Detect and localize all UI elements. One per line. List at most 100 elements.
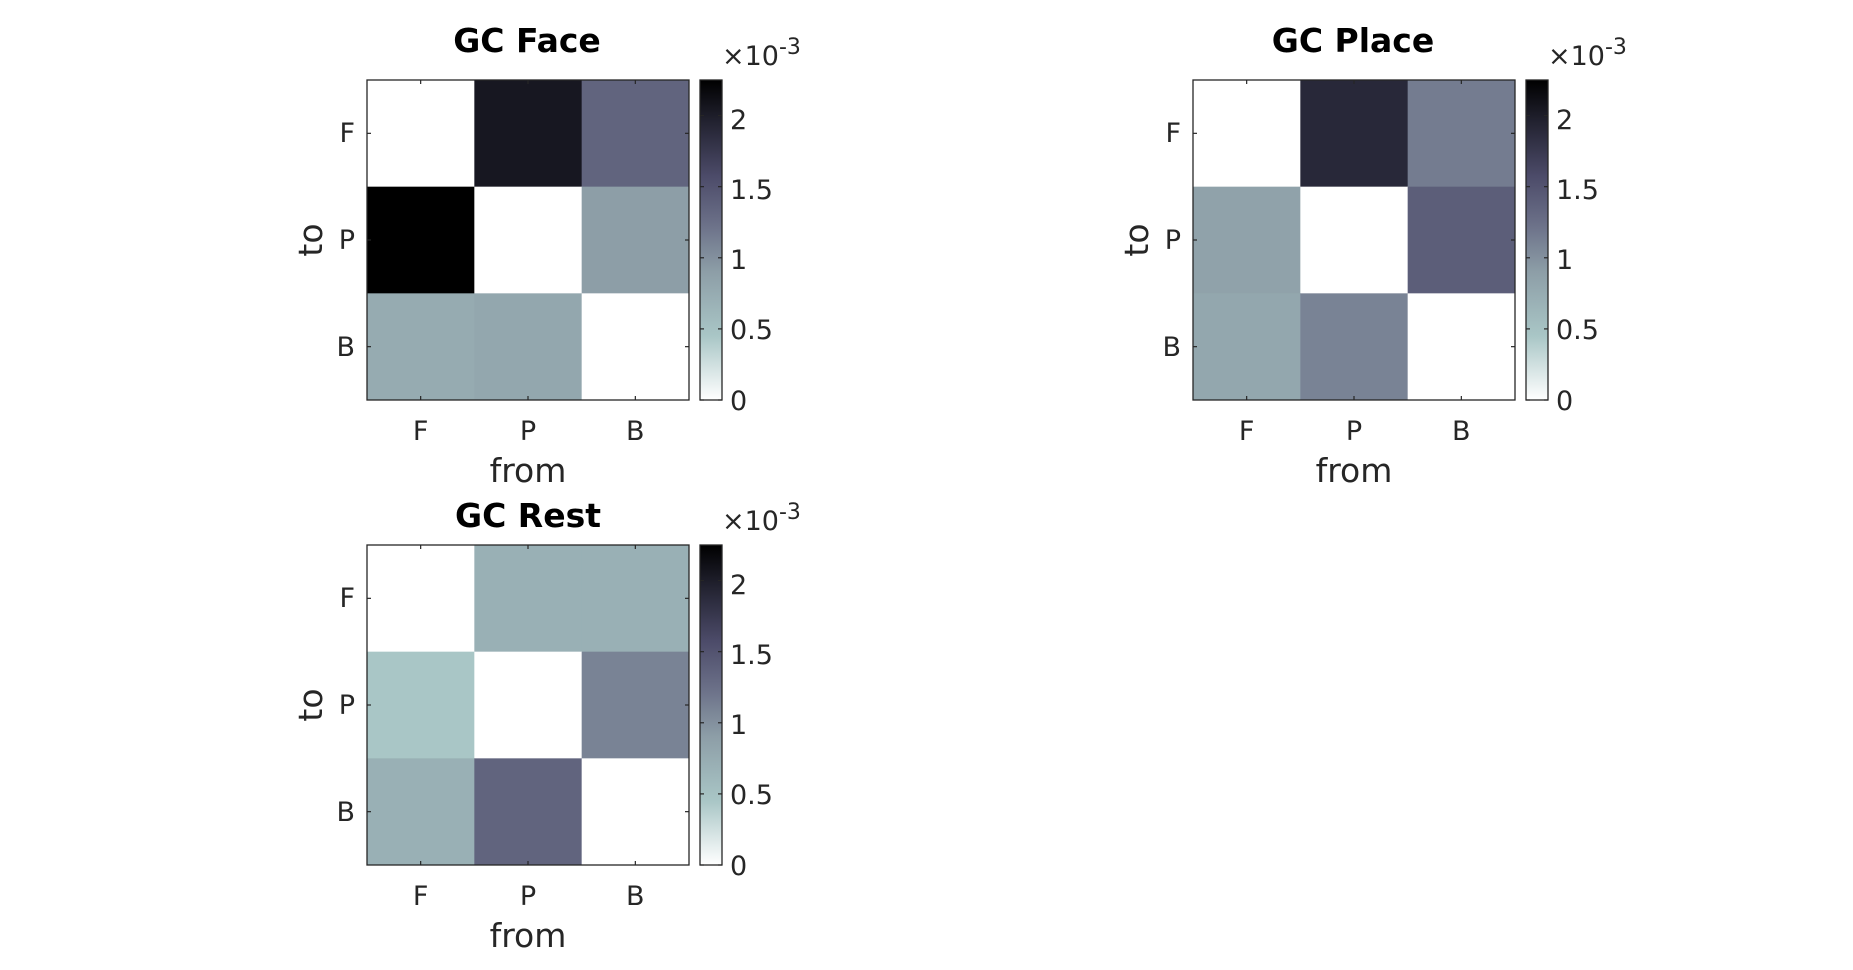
chart-title: GC Rest — [455, 496, 601, 535]
colorbar — [699, 544, 723, 866]
colorbar-multiplier-base: ×10 — [722, 506, 779, 537]
y-tick-label: F — [339, 118, 355, 149]
y-tick-label: F — [1165, 118, 1181, 149]
heatmap-cells — [1193, 80, 1516, 401]
colorbar-multiplier-exponent: -3 — [1605, 35, 1627, 60]
x-tick-label: B — [626, 416, 645, 447]
colorbar-tick-label: 0 — [1556, 386, 1573, 417]
y-tick-label: P — [339, 225, 355, 256]
y-tick-label: B — [336, 797, 355, 828]
heatmap-cell — [1193, 293, 1301, 401]
axis-ticks — [367, 80, 689, 400]
axis-ticks — [367, 545, 689, 865]
heatmap-cells — [367, 80, 690, 401]
colorbar-tick-label: 0 — [730, 851, 747, 882]
x-axis-label: from — [490, 916, 567, 955]
heatmap-cell — [367, 651, 475, 759]
colorbar-multiplier-base: ×10 — [722, 41, 779, 72]
heatmap-cell — [474, 80, 583, 188]
colorbar-multiplier: ×10-3 — [722, 500, 801, 537]
chart-title: GC Face — [453, 21, 601, 60]
x-tick-label: B — [1452, 416, 1471, 447]
chart-title: GC Place — [1272, 21, 1435, 60]
x-tick-label: B — [626, 881, 645, 912]
colorbar-tick-label: 0.5 — [730, 780, 773, 811]
heatmap-cell — [581, 651, 690, 759]
colorbar-tick-label: 1.5 — [1556, 175, 1599, 206]
heatmap-cell — [1407, 80, 1516, 188]
colorbar-multiplier-exponent: -3 — [779, 35, 801, 60]
colorbar-tick-label: 0 — [730, 386, 747, 417]
colorbar-multiplier-base: ×10 — [1548, 41, 1605, 72]
y-tick-label: P — [1165, 225, 1181, 256]
colorbar-ticks — [700, 114, 722, 401]
x-tick-labels: F P B — [1239, 416, 1471, 447]
heatmap-cell — [1300, 80, 1409, 188]
x-tick-labels: F P B — [413, 416, 645, 447]
x-tick-label: P — [520, 881, 536, 912]
heatmap-cell — [1193, 80, 1301, 188]
heatmap-cell — [581, 758, 690, 866]
heatmap-cell — [581, 293, 690, 401]
colorbar-tick-label: 1.5 — [730, 175, 773, 206]
colorbar — [1525, 79, 1549, 401]
colorbar — [699, 79, 723, 401]
heatmap-cell — [367, 293, 475, 401]
colorbar-tick-label: 1 — [730, 245, 747, 276]
colorbar-tick-label: 0.5 — [1556, 315, 1599, 346]
y-axis-label: to — [291, 223, 330, 256]
y-axis-label: to — [1117, 223, 1156, 256]
heatmap-cell — [367, 80, 475, 188]
x-tick-labels: F P B — [413, 881, 645, 912]
x-tick-label: P — [1346, 416, 1362, 447]
colorbar-tick-label: 1 — [730, 710, 747, 741]
colorbar-multiplier-exponent: -3 — [779, 500, 801, 525]
y-tick-labels: F P B — [336, 583, 355, 828]
colorbar-tick-labels: 0 0.5 1 1.5 2 — [730, 570, 773, 882]
colorbar-tick-label: 2 — [730, 105, 747, 136]
colorbar-tick-label: 1 — [1556, 245, 1573, 276]
heatmap-cells — [367, 545, 690, 866]
y-tick-label: P — [339, 690, 355, 721]
heatmap-cell — [1407, 293, 1516, 401]
x-tick-label: F — [413, 881, 429, 912]
y-tick-label: B — [336, 332, 355, 363]
colorbar-ticks — [1526, 114, 1548, 401]
y-tick-labels: F P B — [1162, 118, 1181, 363]
heatmap-cell — [1193, 186, 1301, 294]
heatmap-cell — [367, 758, 475, 866]
axis-ticks — [1193, 80, 1515, 400]
heatmap-cell — [581, 186, 690, 294]
colorbar-multiplier: ×10-3 — [1548, 35, 1627, 72]
heatmap-cell — [474, 651, 583, 759]
heatmap-cell — [474, 758, 583, 866]
x-axis-label: from — [490, 451, 567, 490]
colorbar-ticks — [700, 579, 722, 866]
heatmap-cell — [1300, 186, 1409, 294]
colorbar-tick-label: 2 — [730, 570, 747, 601]
colorbar-tick-labels: 0 0.5 1 1.5 2 — [730, 105, 773, 417]
heatmap-cell — [581, 80, 690, 188]
y-tick-labels: F P B — [336, 118, 355, 363]
colorbar-tick-label: 0.5 — [730, 315, 773, 346]
heatmap-cell — [474, 186, 583, 294]
colorbar-tick-label: 2 — [1556, 105, 1573, 136]
heatmap-cell — [367, 186, 475, 294]
heatmap-cell — [474, 293, 583, 401]
heatmap-cell — [581, 545, 690, 653]
heatmap-cell — [367, 545, 475, 653]
y-tick-label: F — [339, 583, 355, 614]
heatmap-panel-place: GC Place F P B F P B from to 0 0.5 1 1.5… — [1117, 21, 1627, 490]
y-axis-label: to — [291, 688, 330, 721]
x-axis-label: from — [1316, 451, 1393, 490]
colorbar-multiplier: ×10-3 — [722, 35, 801, 72]
x-tick-label: F — [1239, 416, 1255, 447]
colorbar-tick-labels: 0 0.5 1 1.5 2 — [1556, 105, 1599, 417]
heatmap-panel-rest: GC Rest F P B F P B from to 0 0.5 1 1.5 … — [291, 496, 801, 955]
heatmap-cell — [1407, 186, 1516, 294]
x-tick-label: P — [520, 416, 536, 447]
x-tick-label: F — [413, 416, 429, 447]
heatmap-cell — [474, 545, 583, 653]
heatmap-cell — [1300, 293, 1409, 401]
